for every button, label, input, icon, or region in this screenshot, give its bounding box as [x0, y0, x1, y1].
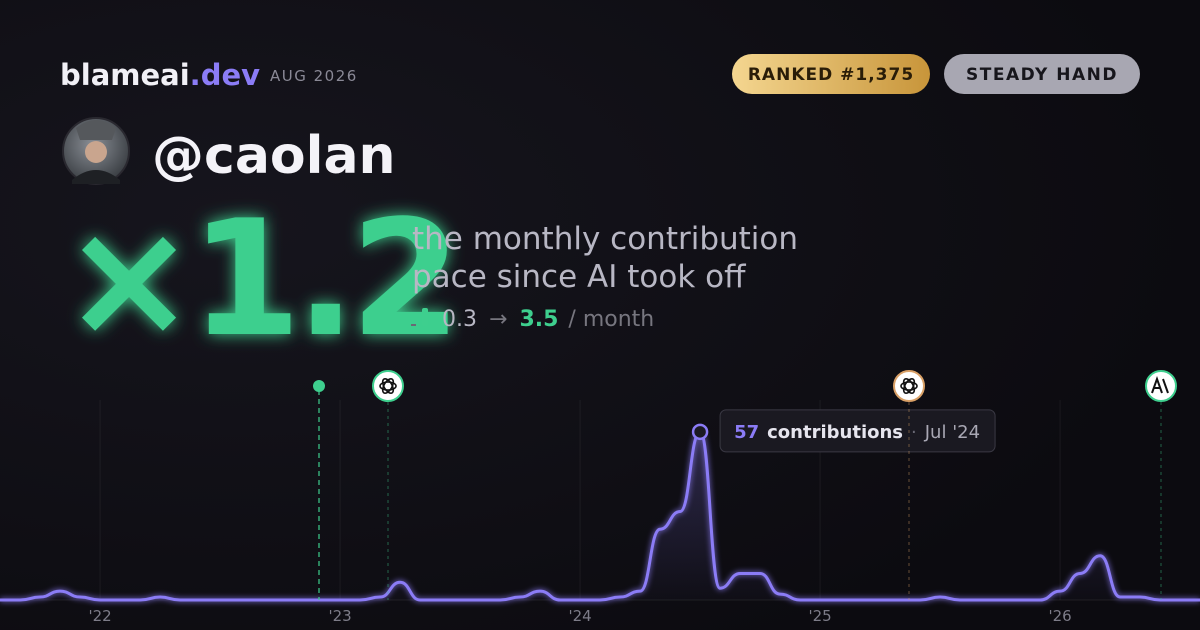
multiplier: ×1.2	[62, 185, 456, 372]
pace: 0.3 → 3.5/ month	[442, 307, 654, 332]
tooltip-label: contributions	[767, 422, 903, 443]
openai-icon	[372, 370, 404, 402]
line	[0, 430, 1200, 602]
x-tick-label: '23	[328, 607, 351, 625]
tooltip-separator: ·	[911, 422, 917, 443]
avatar-body	[72, 170, 120, 184]
tooltip-box	[719, 409, 996, 453]
description-line: pace since AI took off	[412, 259, 746, 295]
x-tick-label: '26	[1048, 607, 1071, 625]
highlight-point	[691, 423, 709, 441]
openai-icon	[893, 370, 925, 402]
openai-logo	[900, 377, 918, 395]
anthropic-logo	[1151, 376, 1169, 394]
event-dot	[313, 380, 325, 392]
tooltip-text: 57 contributions · Jul '24	[734, 422, 980, 443]
pace-icon-after	[422, 308, 428, 326]
openai-logo	[379, 377, 397, 395]
avatar-face	[85, 141, 107, 163]
avatar-hat	[76, 120, 116, 140]
pace-icon-before	[411, 324, 416, 326]
handle: @caolan	[152, 126, 396, 186]
area	[0, 431, 1200, 600]
style-badge	[944, 54, 1140, 94]
x-tick-label: '25	[808, 607, 831, 625]
tooltip-date: Jul '24	[924, 422, 980, 443]
tooltip: 57 contributions · Jul '24	[719, 409, 996, 453]
x-tick-label: '22	[88, 607, 111, 625]
brand: blameai.dev	[60, 58, 260, 92]
period: AUG 2026	[270, 67, 358, 85]
event-markers	[313, 370, 1177, 600]
tooltip-value: 57	[734, 422, 759, 443]
rank-badge-text: RANKED #1,375	[748, 65, 914, 85]
x-tick-label: '24	[568, 607, 591, 625]
style-badge-text: STEADY HAND	[966, 65, 1118, 85]
chart: '22 '23 '24 '25 '26 57 contributions · Jul '24	[0, 400, 1200, 625]
description-line: the monthly contribution	[412, 221, 798, 257]
anthropic-icon	[1145, 370, 1177, 402]
rank-badge	[732, 54, 930, 94]
